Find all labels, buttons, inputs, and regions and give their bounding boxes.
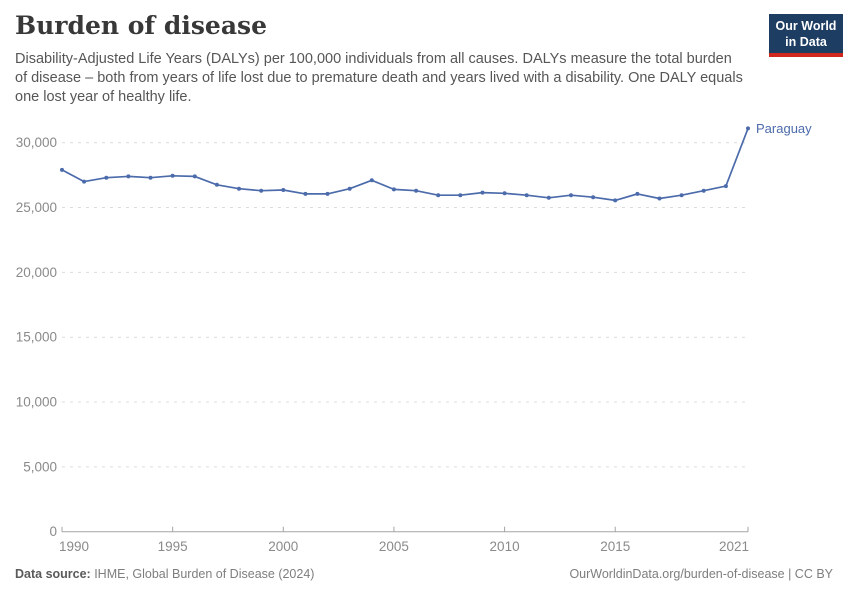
data-point[interactable] [591, 195, 596, 200]
owid-logo-line1: Our World [775, 19, 837, 33]
page-title: Burden of disease [15, 11, 268, 40]
chart-subtitle: Disability-Adjusted Life Years (DALYs) p… [15, 51, 743, 105]
data-point[interactable] [480, 190, 485, 195]
x-axis-tick-label: 1990 [59, 539, 89, 554]
data-point[interactable] [546, 195, 551, 200]
data-point[interactable] [436, 193, 441, 198]
data-source: Data source: IHME, Global Burden of Dise… [15, 567, 314, 581]
data-point[interactable] [369, 178, 374, 183]
footer-link[interactable]: OurWorldinData.org/burden-of-disease | C… [569, 567, 833, 581]
owid-logo-line2: in Data [785, 35, 827, 49]
data-point[interactable] [569, 193, 573, 198]
data-point[interactable] [635, 191, 640, 196]
owid-logo[interactable]: Our World in Data [769, 14, 843, 57]
x-axis-tick-label: 1995 [158, 539, 188, 554]
x-axis-tick-label: 2005 [379, 539, 409, 554]
data-point[interactable] [60, 167, 64, 172]
data-point[interactable] [192, 174, 197, 179]
data-point[interactable] [524, 193, 529, 198]
y-axis-tick-label: 5,000 [23, 459, 57, 474]
data-point[interactable] [391, 187, 396, 192]
x-axis-tick-label: 2000 [268, 539, 298, 554]
data-point[interactable] [237, 186, 241, 191]
data-point[interactable] [679, 193, 684, 198]
data-point[interactable] [657, 196, 662, 201]
data-point[interactable] [148, 175, 153, 180]
data-point[interactable] [701, 188, 706, 193]
data-point[interactable] [82, 179, 87, 184]
data-point[interactable] [613, 198, 618, 203]
series-label[interactable]: Paraguay [756, 121, 812, 136]
data-point[interactable] [214, 182, 219, 187]
data-point[interactable] [746, 126, 750, 131]
data-point[interactable] [723, 184, 728, 189]
data-point[interactable] [126, 174, 131, 179]
data-source-label: Data source: [15, 567, 91, 581]
y-axis-tick-label: 10,000 [16, 395, 57, 410]
data-point[interactable] [325, 191, 330, 196]
data-point[interactable] [303, 191, 308, 196]
data-line-paraguay [61, 127, 749, 202]
y-axis-tick-label: 0 [49, 524, 57, 539]
y-axis-tick-label: 15,000 [16, 330, 57, 345]
x-axis-tick-label: 2015 [600, 539, 630, 554]
y-axis-tick-label: 20,000 [16, 265, 57, 280]
x-axis-tick-label: 2010 [490, 539, 520, 554]
data-point[interactable] [347, 186, 352, 191]
x-axis-tick-label: 2021 [719, 539, 749, 554]
data-point[interactable] [170, 173, 175, 178]
y-axis-tick-label: 25,000 [16, 200, 57, 215]
data-point[interactable] [502, 191, 507, 196]
data-point[interactable] [281, 188, 286, 192]
data-point[interactable] [458, 193, 463, 198]
data-point[interactable] [414, 188, 419, 193]
y-axis-tick-label: 30,000 [16, 135, 57, 150]
chart-footer: Data source: IHME, Global Burden of Dise… [15, 567, 833, 581]
data-point[interactable] [259, 188, 264, 193]
data-source-text: IHME, Global Burden of Disease (2024) [90, 567, 315, 581]
data-point[interactable] [104, 175, 109, 180]
